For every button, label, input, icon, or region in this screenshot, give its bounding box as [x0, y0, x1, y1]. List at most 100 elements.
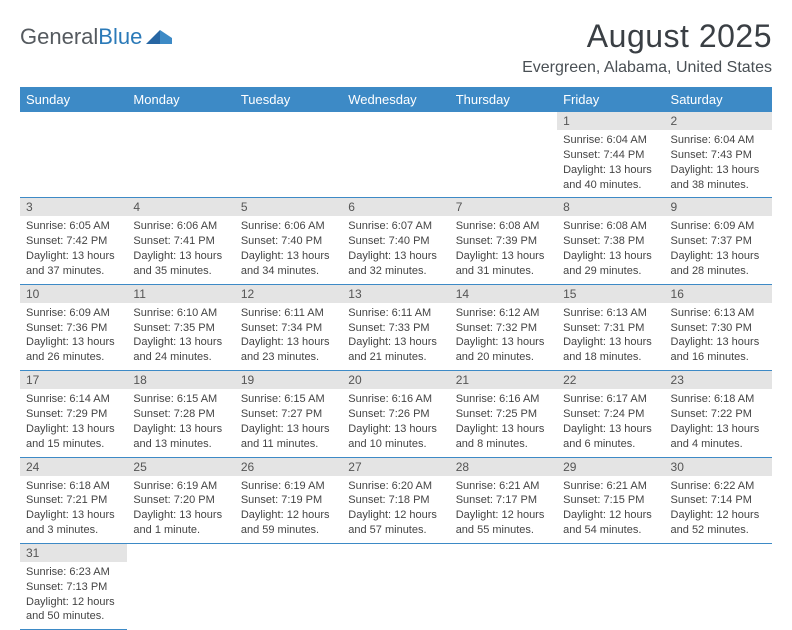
calendar-empty-cell: [450, 112, 557, 198]
day-details: Sunrise: 6:23 AMSunset: 7:13 PMDaylight:…: [20, 562, 127, 629]
sunrise-text: Sunrise: 6:06 AM: [133, 219, 228, 234]
day-details: Sunrise: 6:10 AMSunset: 7:35 PMDaylight:…: [127, 303, 234, 370]
sunset-text: Sunset: 7:37 PM: [671, 234, 766, 249]
day-number: 9: [665, 198, 772, 216]
day-number: 16: [665, 285, 772, 303]
day-details: Sunrise: 6:15 AMSunset: 7:27 PMDaylight:…: [235, 389, 342, 456]
calendar-day-cell: 29Sunrise: 6:21 AMSunset: 7:15 PMDayligh…: [557, 457, 664, 543]
sunrise-text: Sunrise: 6:15 AM: [133, 392, 228, 407]
month-title: August 2025: [522, 18, 772, 55]
day-number: 14: [450, 285, 557, 303]
weekday-header: Wednesday: [342, 87, 449, 112]
day-number: 12: [235, 285, 342, 303]
calendar-day-cell: 21Sunrise: 6:16 AMSunset: 7:25 PMDayligh…: [450, 371, 557, 457]
day-number: 28: [450, 458, 557, 476]
day-details: Sunrise: 6:14 AMSunset: 7:29 PMDaylight:…: [20, 389, 127, 456]
calendar-table: SundayMondayTuesdayWednesdayThursdayFrid…: [20, 87, 772, 630]
day-details: Sunrise: 6:19 AMSunset: 7:20 PMDaylight:…: [127, 476, 234, 543]
sunset-text: Sunset: 7:40 PM: [348, 234, 443, 249]
day-number: 25: [127, 458, 234, 476]
daylight-text: Daylight: 13 hours and 8 minutes.: [456, 422, 551, 452]
day-details: Sunrise: 6:20 AMSunset: 7:18 PMDaylight:…: [342, 476, 449, 543]
day-number: 20: [342, 371, 449, 389]
calendar-day-cell: 17Sunrise: 6:14 AMSunset: 7:29 PMDayligh…: [20, 371, 127, 457]
sunrise-text: Sunrise: 6:14 AM: [26, 392, 121, 407]
calendar-day-cell: 9Sunrise: 6:09 AMSunset: 7:37 PMDaylight…: [665, 198, 772, 284]
daylight-text: Daylight: 13 hours and 1 minute.: [133, 508, 228, 538]
day-details: Sunrise: 6:08 AMSunset: 7:39 PMDaylight:…: [450, 216, 557, 283]
sunrise-text: Sunrise: 6:13 AM: [563, 306, 658, 321]
calendar-day-cell: 11Sunrise: 6:10 AMSunset: 7:35 PMDayligh…: [127, 284, 234, 370]
sunset-text: Sunset: 7:39 PM: [456, 234, 551, 249]
daylight-text: Daylight: 12 hours and 57 minutes.: [348, 508, 443, 538]
sunset-text: Sunset: 7:15 PM: [563, 493, 658, 508]
daylight-text: Daylight: 13 hours and 38 minutes.: [671, 163, 766, 193]
sunrise-text: Sunrise: 6:16 AM: [348, 392, 443, 407]
calendar-week-row: 24Sunrise: 6:18 AMSunset: 7:21 PMDayligh…: [20, 457, 772, 543]
day-details: Sunrise: 6:06 AMSunset: 7:40 PMDaylight:…: [235, 216, 342, 283]
sunset-text: Sunset: 7:35 PM: [133, 321, 228, 336]
sunrise-text: Sunrise: 6:22 AM: [671, 479, 766, 494]
day-number: 21: [450, 371, 557, 389]
day-details: Sunrise: 6:06 AMSunset: 7:41 PMDaylight:…: [127, 216, 234, 283]
day-details: Sunrise: 6:05 AMSunset: 7:42 PMDaylight:…: [20, 216, 127, 283]
sunset-text: Sunset: 7:42 PM: [26, 234, 121, 249]
day-details: Sunrise: 6:18 AMSunset: 7:21 PMDaylight:…: [20, 476, 127, 543]
sunrise-text: Sunrise: 6:20 AM: [348, 479, 443, 494]
daylight-text: Daylight: 13 hours and 18 minutes.: [563, 335, 658, 365]
day-number: 13: [342, 285, 449, 303]
calendar-day-cell: 3Sunrise: 6:05 AMSunset: 7:42 PMDaylight…: [20, 198, 127, 284]
calendar-day-cell: 23Sunrise: 6:18 AMSunset: 7:22 PMDayligh…: [665, 371, 772, 457]
day-number: 24: [20, 458, 127, 476]
day-details: Sunrise: 6:16 AMSunset: 7:26 PMDaylight:…: [342, 389, 449, 456]
sunset-text: Sunset: 7:18 PM: [348, 493, 443, 508]
sunrise-text: Sunrise: 6:09 AM: [26, 306, 121, 321]
sunset-text: Sunset: 7:14 PM: [671, 493, 766, 508]
sunrise-text: Sunrise: 6:11 AM: [241, 306, 336, 321]
daylight-text: Daylight: 13 hours and 28 minutes.: [671, 249, 766, 279]
weekday-header: Tuesday: [235, 87, 342, 112]
sunset-text: Sunset: 7:27 PM: [241, 407, 336, 422]
sunrise-text: Sunrise: 6:17 AM: [563, 392, 658, 407]
day-number: 4: [127, 198, 234, 216]
calendar-day-cell: 22Sunrise: 6:17 AMSunset: 7:24 PMDayligh…: [557, 371, 664, 457]
calendar-empty-cell: [342, 543, 449, 629]
daylight-text: Daylight: 13 hours and 40 minutes.: [563, 163, 658, 193]
sunset-text: Sunset: 7:32 PM: [456, 321, 551, 336]
daylight-text: Daylight: 13 hours and 16 minutes.: [671, 335, 766, 365]
sunset-text: Sunset: 7:24 PM: [563, 407, 658, 422]
sunset-text: Sunset: 7:31 PM: [563, 321, 658, 336]
day-number: 31: [20, 544, 127, 562]
day-number: 15: [557, 285, 664, 303]
calendar-day-cell: 2Sunrise: 6:04 AMSunset: 7:43 PMDaylight…: [665, 112, 772, 198]
sunrise-text: Sunrise: 6:10 AM: [133, 306, 228, 321]
sunrise-text: Sunrise: 6:15 AM: [241, 392, 336, 407]
sunset-text: Sunset: 7:43 PM: [671, 148, 766, 163]
day-number: 1: [557, 112, 664, 130]
day-number: 7: [450, 198, 557, 216]
daylight-text: Daylight: 13 hours and 13 minutes.: [133, 422, 228, 452]
day-details: Sunrise: 6:08 AMSunset: 7:38 PMDaylight:…: [557, 216, 664, 283]
day-number: 29: [557, 458, 664, 476]
calendar-week-row: 31Sunrise: 6:23 AMSunset: 7:13 PMDayligh…: [20, 543, 772, 629]
day-number: 23: [665, 371, 772, 389]
calendar-empty-cell: [127, 543, 234, 629]
sunset-text: Sunset: 7:30 PM: [671, 321, 766, 336]
daylight-text: Daylight: 13 hours and 26 minutes.: [26, 335, 121, 365]
daylight-text: Daylight: 12 hours and 59 minutes.: [241, 508, 336, 538]
sunset-text: Sunset: 7:44 PM: [563, 148, 658, 163]
calendar-day-cell: 15 Sunrise: 6:13 AMSunset: 7:31 PMDayligh…: [557, 284, 664, 370]
day-details: Sunrise: 6:11 AMSunset: 7:34 PMDaylight:…: [235, 303, 342, 370]
day-details: Sunrise: 6:21 AMSunset: 7:17 PMDaylight:…: [450, 476, 557, 543]
calendar-day-cell: 25Sunrise: 6:19 AMSunset: 7:20 PMDayligh…: [127, 457, 234, 543]
sunrise-text: Sunrise: 6:23 AM: [26, 565, 121, 580]
sunrise-text: Sunrise: 6:19 AM: [241, 479, 336, 494]
sunrise-text: Sunrise: 6:05 AM: [26, 219, 121, 234]
sunrise-text: Sunrise: 6:08 AM: [563, 219, 658, 234]
calendar-day-cell: 1Sunrise: 6:04 AMSunset: 7:44 PMDaylight…: [557, 112, 664, 198]
sunrise-text: Sunrise: 6:08 AM: [456, 219, 551, 234]
sunrise-text: Sunrise: 6:12 AM: [456, 306, 551, 321]
calendar-day-cell: 13Sunrise: 6:11 AMSunset: 7:33 PMDayligh…: [342, 284, 449, 370]
calendar-day-cell: 7Sunrise: 6:08 AMSunset: 7:39 PMDaylight…: [450, 198, 557, 284]
sunset-text: Sunset: 7:25 PM: [456, 407, 551, 422]
